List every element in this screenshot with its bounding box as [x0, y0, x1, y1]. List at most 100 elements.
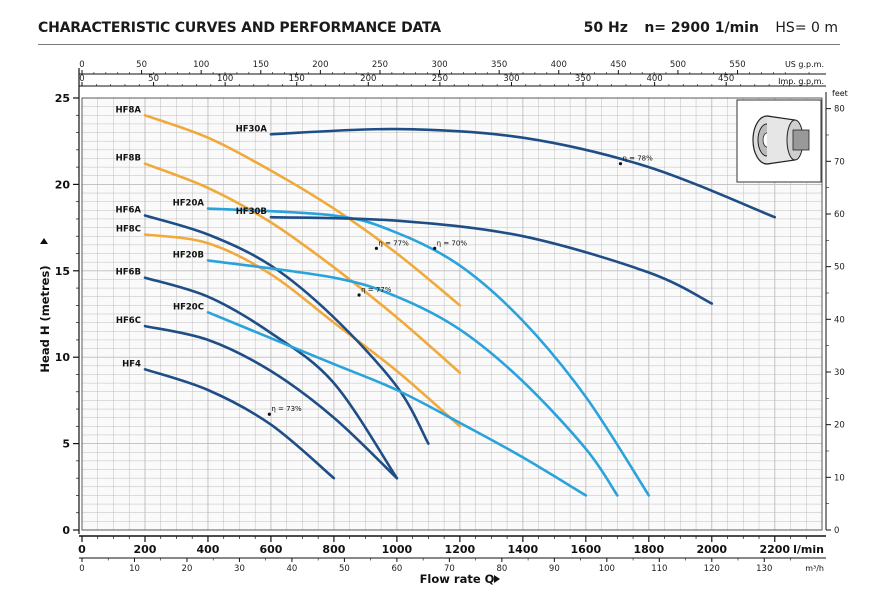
m3h-tick-label: 110 — [651, 564, 667, 574]
m3h-tick-label: 100 — [599, 564, 615, 574]
curve-hf20b — [206, 259, 619, 497]
curve-label-hf6c: HF6C — [116, 316, 141, 326]
right-tick-label: 60 — [834, 210, 845, 220]
right-tick-label: 40 — [834, 315, 845, 325]
bottom-tick-label: 1800 — [633, 543, 664, 556]
m3h-tick-label: 130 — [756, 564, 772, 574]
m3h-tick-label: 60 — [391, 564, 402, 574]
efficiency-marker — [618, 162, 623, 166]
curve-label-hf20a: HF20A — [173, 199, 205, 209]
m3h-tick-label: 90 — [549, 564, 560, 574]
left-tick-label: 0 — [62, 524, 70, 537]
right-axis-unit: feet — [832, 89, 848, 98]
m3h-axis-unit: m³/h — [805, 564, 824, 573]
imp-gpm-tick-label: 150 — [289, 74, 305, 84]
curve-hf6c — [143, 324, 399, 480]
curve-label-hf8c: HF8C — [116, 225, 141, 235]
y-axis-arrow — [40, 238, 48, 244]
imp-gpm-tick-label: 100 — [217, 74, 233, 84]
curve-label-hf20c: HF20C — [173, 302, 204, 312]
curve-label-hf8a: HF8A — [116, 105, 142, 115]
m3h-tick-label: 20 — [182, 564, 193, 574]
curve-hf8c — [143, 233, 462, 428]
us-gpm-tick-label: 300 — [431, 60, 447, 70]
chart-grid — [81, 97, 823, 531]
left-tick-label: 15 — [55, 265, 70, 278]
curve-hf8b — [143, 162, 462, 375]
left-tick-label: 5 — [62, 438, 70, 451]
efficiency-marker — [357, 293, 361, 297]
curve-hf8a — [143, 114, 462, 307]
bottom-tick-label: 0 — [78, 543, 86, 556]
bottom-tick-label: 2200 — [759, 543, 790, 556]
imp-gpm-unit: Imp. g.p.m. — [778, 77, 824, 86]
page-title: CHARACTERISTIC CURVES AND PERFORMANCE DA… — [38, 20, 441, 36]
m3h-tick-label: 10 — [129, 564, 140, 574]
imp-gpm-tick-label: 0 — [79, 74, 84, 84]
chart-labels: HF8A HF8B HF8C HF6A HF6B HF6C HF4 HF20A HF20B HF2… — [116, 105, 653, 416]
curve-label-hf6a: HF6A — [116, 206, 142, 216]
suction-height-label: HS= 0 m — [775, 20, 838, 36]
chart-axes: 0 5 10 15 20 25 Head H (metres) 0 10 20 30 40 50 60 70… — [38, 60, 848, 586]
right-tick-label: 20 — [834, 421, 845, 431]
y-axis-title: Head H (metres) — [38, 265, 52, 372]
curve-hf20a — [206, 207, 651, 497]
x-axis-arrow — [494, 575, 500, 583]
efficiency-label: η = 70% — [437, 239, 468, 247]
efficiency-label: η = 77% — [378, 239, 409, 247]
operating-conditions: 50 Hz n= 2900 1/min HS= 0 m — [572, 20, 838, 36]
efficiency-label: η = 78% — [622, 155, 653, 163]
left-tick-label: 10 — [55, 351, 71, 364]
bottom-tick-label: 1000 — [382, 543, 413, 556]
chart-curves — [143, 114, 777, 497]
curve-hf20c — [206, 311, 588, 497]
left-tick-label: 20 — [55, 178, 71, 191]
curve-label-hf6b: HF6B — [116, 268, 141, 278]
us-gpm-tick-label: 350 — [491, 60, 507, 70]
x-axis-title: Flow rate Q — [420, 572, 495, 586]
right-tick-label: 70 — [834, 157, 845, 167]
curve-label-hf4: HF4 — [122, 359, 141, 369]
efficiency-marker — [374, 246, 379, 250]
pump-image — [736, 99, 822, 183]
m3h-tick-label: 70 — [444, 564, 455, 574]
imp-gpm-tick-label: 200 — [360, 74, 376, 84]
speed-label: n= 2900 1/min — [644, 20, 759, 36]
efficiency-marker — [433, 246, 437, 250]
bottom-tick-label: 400 — [196, 543, 219, 556]
right-tick-label: 80 — [834, 105, 845, 115]
bottom-tick-label: 1400 — [508, 543, 539, 556]
us-gpm-tick-label: 50 — [136, 60, 147, 70]
imp-gpm-tick-label: 350 — [575, 74, 591, 84]
efficiency-label: η = 73% — [271, 405, 302, 413]
plot-frame — [81, 97, 823, 531]
frequency-label: 50 Hz — [583, 20, 628, 36]
us-gpm-tick-label: 150 — [253, 60, 269, 70]
curve-hf4 — [143, 368, 336, 480]
header-divider — [38, 44, 840, 45]
us-gpm-tick-label: 450 — [610, 60, 626, 70]
m3h-tick-label: 30 — [234, 564, 245, 574]
imp-gpm-tick-label: 250 — [432, 74, 448, 84]
bottom-tick-label: 800 — [322, 543, 345, 556]
bottom-axis-unit: l/min — [793, 543, 824, 556]
m3h-tick-label: 120 — [704, 564, 720, 574]
curve-hf30b — [269, 215, 714, 305]
us-gpm-tick-label: 200 — [312, 60, 328, 70]
curve-hf6b — [143, 276, 399, 480]
right-tick-label: 50 — [834, 263, 845, 273]
efficiency-label: η = 77% — [361, 286, 392, 294]
curve-hf30a — [269, 127, 777, 219]
imp-gpm-tick-label: 300 — [503, 74, 519, 84]
m3h-tick-label: 50 — [339, 564, 350, 574]
imp-gpm-tick-label: 450 — [718, 74, 734, 84]
left-tick-label: 25 — [55, 92, 70, 105]
us-gpm-tick-label: 400 — [551, 60, 567, 70]
us-gpm-tick-label: 550 — [729, 60, 745, 70]
us-gpm-tick-label: 0 — [79, 60, 84, 70]
us-gpm-unit: US g.p.m. — [785, 60, 824, 69]
curve-label-hf20b: HF20B — [173, 250, 204, 260]
us-gpm-tick-label: 500 — [670, 60, 686, 70]
us-gpm-tick-label: 250 — [372, 60, 388, 70]
